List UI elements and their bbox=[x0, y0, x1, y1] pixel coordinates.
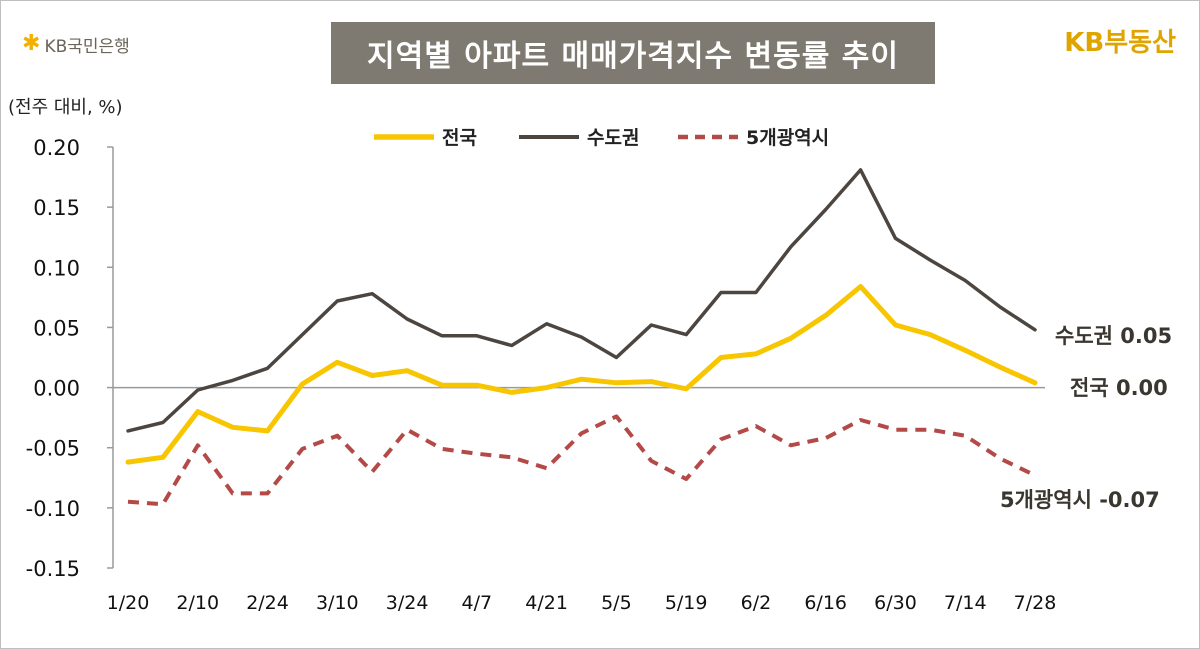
legend-label-3: 5개광역시 bbox=[746, 127, 829, 149]
kb-realestate-logo: KB부동산 bbox=[1064, 28, 1176, 58]
x-tick-label: 7/14 bbox=[944, 592, 987, 614]
x-tick-label: 5/19 bbox=[665, 592, 708, 614]
chart-title: 지역별 아파트 매매가격지수 변동률 추이 bbox=[331, 22, 935, 84]
y-tick-label: -0.15 bbox=[26, 557, 80, 581]
end-label-1: 전국 0.00 bbox=[1070, 376, 1168, 400]
kb-bank-logo-text: KB국민은행 bbox=[44, 36, 130, 57]
y-tick-label: -0.05 bbox=[26, 437, 80, 461]
y-tick-label: 0.20 bbox=[33, 136, 80, 160]
kb-star-icon: ✱ bbox=[22, 31, 41, 56]
y-axis-unit-label: (전주 대비, %) bbox=[8, 97, 123, 118]
x-tick-label: 6/2 bbox=[741, 592, 772, 614]
legend-label-1: 전국 bbox=[442, 127, 477, 149]
series-line-2 bbox=[126, 168, 1037, 433]
x-tick-label: 7/28 bbox=[1014, 592, 1057, 614]
x-tick-label: 6/16 bbox=[804, 592, 847, 614]
kb-bank-logo: ✱ KB국민은행 bbox=[22, 30, 130, 58]
end-label-3: 5개광역시 -0.07 bbox=[1000, 488, 1160, 512]
y-tick-label: 0.00 bbox=[33, 377, 80, 401]
x-tick-label: 4/7 bbox=[462, 592, 493, 614]
x-tick-label: 2/10 bbox=[176, 592, 219, 614]
legend-label-2: 수도권 bbox=[587, 127, 639, 149]
x-tick-label: 3/24 bbox=[386, 592, 429, 614]
y-tick-label: 0.15 bbox=[33, 196, 80, 220]
series-line-3 bbox=[127, 414, 1036, 507]
x-tick-label: 5/5 bbox=[601, 592, 632, 614]
y-tick-label: 0.10 bbox=[33, 256, 80, 280]
series-line-1 bbox=[125, 284, 1038, 465]
y-tick-label: -0.10 bbox=[26, 497, 80, 521]
x-tick-label: 6/30 bbox=[874, 592, 917, 614]
y-tick-label: 0.05 bbox=[33, 316, 80, 340]
chart-title-text: 지역별 아파트 매매가격지수 변동률 추이 bbox=[367, 39, 899, 74]
x-tick-label: 2/24 bbox=[246, 592, 289, 614]
end-label-2: 수도권 0.05 bbox=[1055, 324, 1172, 348]
x-tick-label: 3/10 bbox=[316, 592, 359, 614]
x-tick-label: 4/21 bbox=[525, 592, 568, 614]
x-tick-label: 1/20 bbox=[107, 592, 150, 614]
